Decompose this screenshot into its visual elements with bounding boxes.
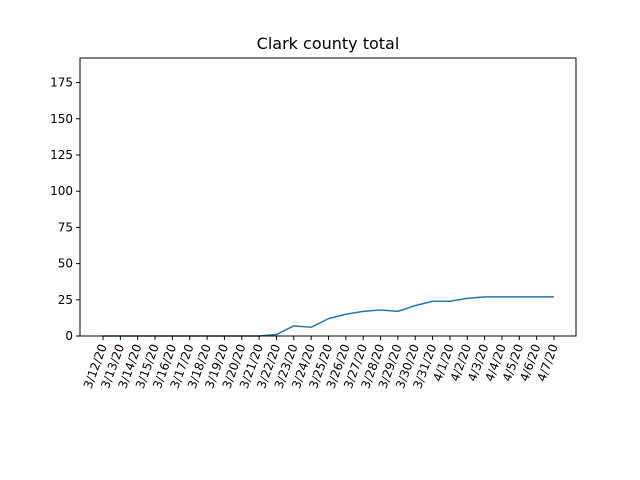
y-tick-label: 0	[65, 329, 73, 343]
y-tick-label: 75	[58, 220, 73, 234]
y-tick-label: 125	[50, 148, 73, 162]
y-tick-label: 175	[50, 76, 73, 90]
y-tick-label: 100	[50, 184, 73, 198]
y-tick-label: 50	[58, 257, 73, 271]
plot-area: 02550751001251501753/12/203/13/203/14/20…	[50, 57, 577, 391]
y-tick-label: 150	[50, 112, 73, 126]
y-tick-label: 25	[58, 293, 73, 307]
chart-title: Clark county total	[257, 34, 400, 53]
